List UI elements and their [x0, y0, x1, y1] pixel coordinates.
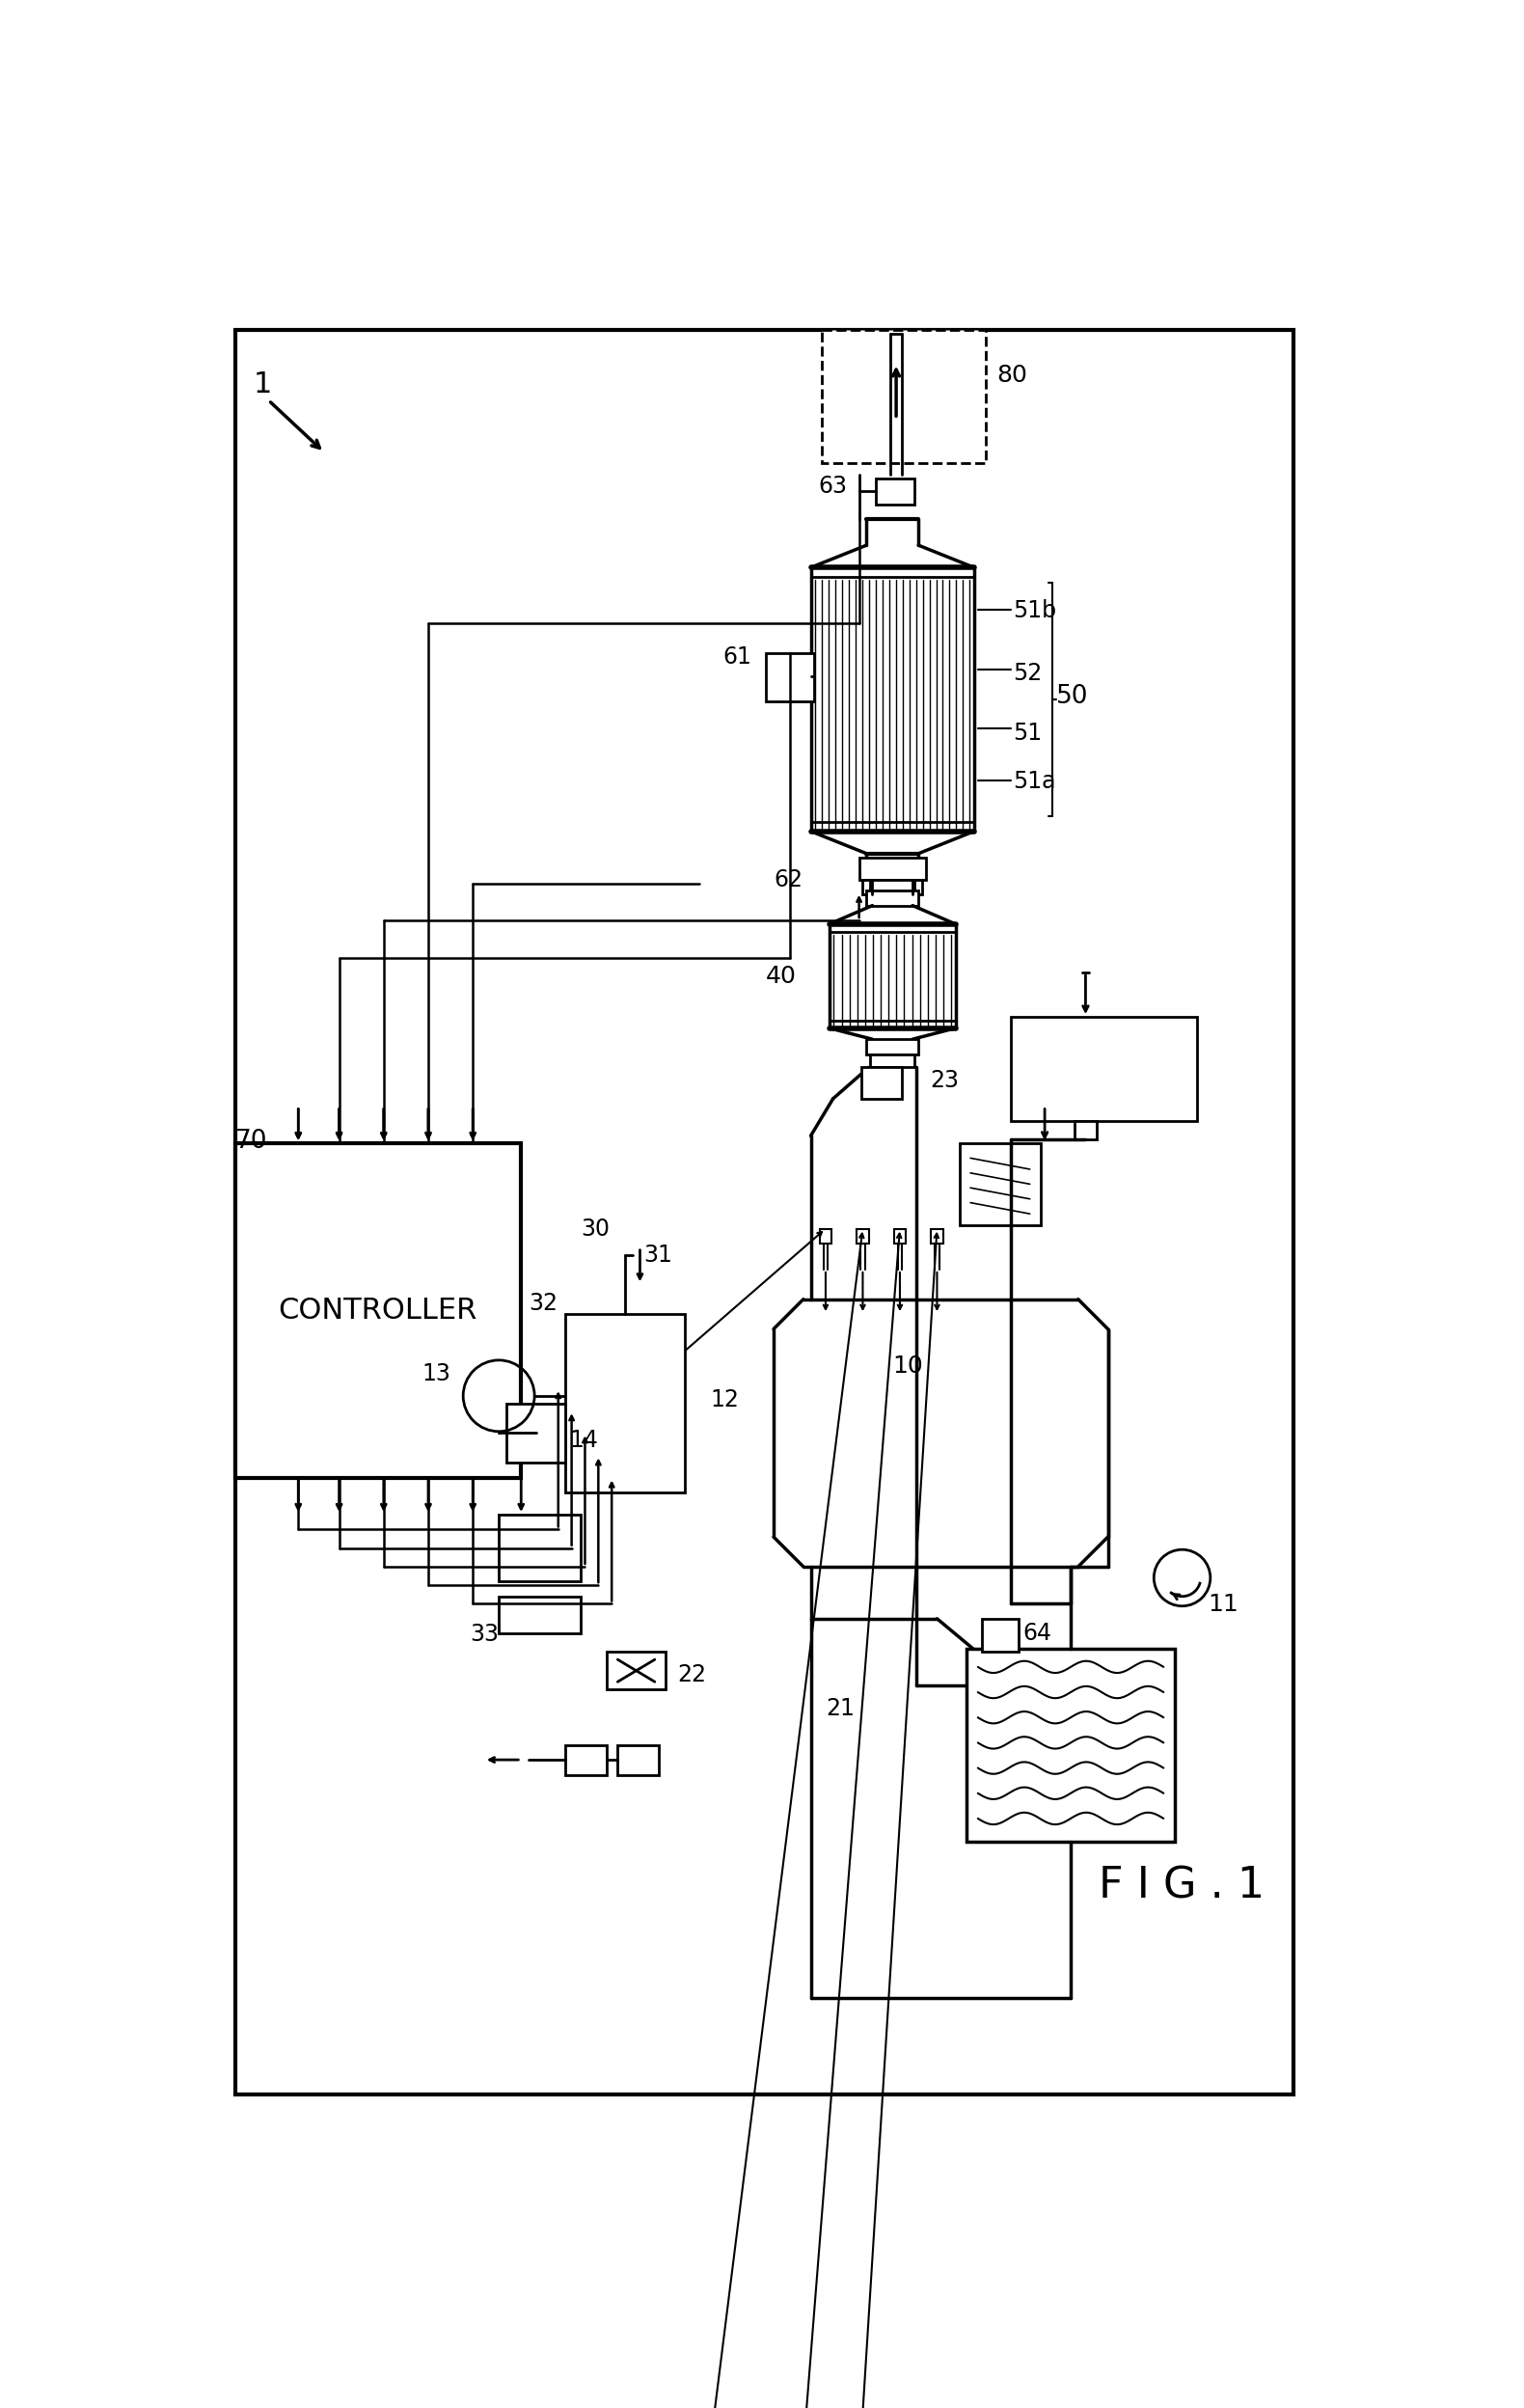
Bar [966, 1649, 1175, 1842]
Bar [931, 1228, 943, 1243]
Bar [860, 857, 927, 879]
Text: 12: 12 [710, 1389, 739, 1411]
Bar [895, 1228, 905, 1243]
Text: 51a: 51a [1013, 771, 1056, 792]
Text: 32: 32 [529, 1291, 558, 1315]
Text: F I G . 1: F I G . 1 [1099, 1866, 1265, 1907]
Bar [1074, 1122, 1097, 1139]
Bar [820, 1228, 832, 1243]
Text: 11: 11 [1209, 1592, 1239, 1616]
Bar [870, 1055, 914, 1067]
Text: 61: 61 [722, 645, 751, 669]
Text: 50: 50 [1056, 684, 1088, 710]
Bar [565, 1746, 607, 1775]
Text: 22: 22 [677, 1664, 706, 1686]
Bar [867, 1040, 919, 1055]
Bar [617, 1746, 658, 1775]
Text: 33: 33 [469, 1623, 498, 1645]
Bar [506, 1404, 565, 1462]
Text: CONTROLLER: CONTROLLER [279, 1296, 477, 1324]
Bar [767, 653, 814, 701]
Text: 62: 62 [774, 869, 803, 891]
Bar [1012, 1016, 1196, 1122]
Text: 14: 14 [570, 1430, 599, 1452]
Bar [821, 330, 986, 462]
Bar [876, 479, 914, 503]
Bar [863, 879, 922, 893]
Text: 21: 21 [826, 1698, 855, 1719]
Text: 40: 40 [765, 966, 796, 987]
Text: 52: 52 [1013, 662, 1042, 684]
Bar [498, 1597, 581, 1633]
Text: 51: 51 [1013, 722, 1042, 744]
Bar [981, 1618, 1018, 1652]
Text: 10: 10 [892, 1356, 922, 1377]
Text: 30: 30 [581, 1218, 610, 1240]
Text: 63: 63 [818, 474, 847, 498]
Text: 70: 70 [235, 1129, 268, 1153]
Text: 80: 80 [997, 364, 1027, 385]
Text: 31: 31 [643, 1243, 672, 1267]
Bar [861, 1067, 902, 1098]
Text: 64: 64 [1023, 1623, 1052, 1645]
Text: 13: 13 [422, 1363, 451, 1385]
Text: 23: 23 [930, 1069, 959, 1091]
Bar [235, 1144, 521, 1479]
Bar [565, 1315, 684, 1493]
Bar [856, 1228, 869, 1243]
Bar [498, 1515, 581, 1582]
Text: 1: 1 [253, 371, 273, 400]
Bar [867, 891, 919, 905]
Text: 51b: 51b [1013, 600, 1056, 621]
Bar [870, 879, 914, 891]
Bar [959, 1144, 1041, 1226]
Bar [607, 1652, 666, 1690]
